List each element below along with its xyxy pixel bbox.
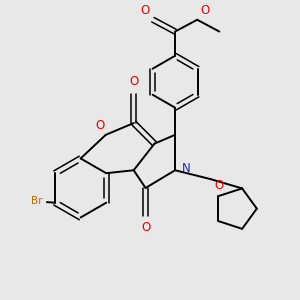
Text: N: N <box>182 162 190 175</box>
Text: O: O <box>129 75 138 88</box>
Text: O: O <box>140 4 149 17</box>
Text: O: O <box>201 4 210 17</box>
Text: Br: Br <box>31 196 43 206</box>
Text: O: O <box>95 119 104 132</box>
Text: O: O <box>214 179 224 192</box>
Text: O: O <box>141 221 150 234</box>
